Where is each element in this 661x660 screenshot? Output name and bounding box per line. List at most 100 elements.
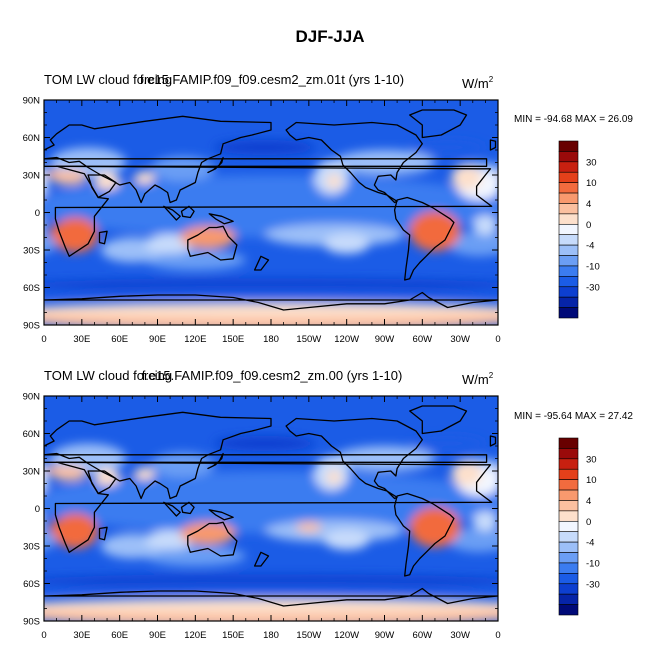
x-tick-label: 90W [375,334,395,345]
x-tick-label: 30E [73,334,90,345]
x-tick-label: 90E [149,334,166,345]
coastline [489,435,497,447]
x-axis: 0 30E 60E 90E 120E 150E 180 150W 120W 90W 60W 30W 0 [41,396,501,641]
y-tick-label: 30S [23,246,40,257]
min-max-stats: MIN = -95.64 MAX = 27.42 [514,411,633,422]
coastline [208,509,234,521]
coastline [409,405,468,435]
field-region [51,466,87,481]
field-region [514,224,544,247]
field-region [599,530,649,550]
x-tick-label: 30W [450,334,470,345]
field-region [472,511,498,531]
x-tick-label: 60W [413,334,433,345]
field-region [44,472,48,490]
coastline [187,225,238,261]
colorbar-swatch [558,479,579,491]
units-superscript: 2 [489,75,494,84]
x-tick-label: 30W [450,630,470,641]
x-tick-label: 0 [495,334,500,345]
field-region [0,211,6,251]
units-text: W/m [462,372,489,387]
field-region [472,578,498,584]
field-region [144,250,246,270]
x-tick-label: 60W [413,630,433,641]
colorbar-label: -4 [586,538,594,549]
field-region [144,546,246,566]
coastline [44,291,498,311]
coastline [44,454,488,463]
coastline [253,551,270,567]
y-tick-label: 90S [23,321,40,332]
field-region [447,231,498,257]
y-tick-label: 30N [23,171,41,182]
coastline [285,121,423,204]
field-region [472,306,498,314]
coastline [207,156,224,174]
field-region [472,609,498,621]
colorbar-label: -10 [586,261,600,272]
y-tick-label: 90S [23,617,40,628]
field-region [653,530,661,543]
field-region [576,178,621,198]
coastline [87,174,117,199]
field-region [653,234,661,247]
colorbar-label: 30 [586,157,597,168]
y-tick-label: 90N [23,96,41,107]
field-region [472,291,498,296]
colorbar-swatch [558,140,579,152]
field-region [0,507,6,547]
coastline [180,205,195,219]
colorbar-swatch [558,276,579,288]
field-region [634,522,661,545]
coastline [163,205,181,221]
field-region [134,467,155,480]
field-region [634,226,661,249]
field-region [576,474,621,494]
field-region [507,514,552,549]
x-axis: 0 30E 60E 90E 120E 150E 180 150W 120W 90W 60W 30W 0 [41,100,501,345]
colorbar-label: 30 [586,454,597,465]
coastlines [44,405,498,607]
x-tick-label: 120W [334,334,359,345]
colorbar-swatch [558,255,579,267]
field-region [264,223,404,247]
field-region [49,521,65,534]
field-region [593,481,656,501]
colorbar-label: -10 [586,558,600,569]
colorbar-label: 0 [586,517,591,528]
field-region [44,175,498,238]
x-tick-label: 90W [375,630,395,641]
y-tick-label: 60N [23,429,41,440]
colorbar-swatch [558,192,579,204]
field-region [180,522,236,545]
field-region [19,511,44,531]
panel-title-left: TOM LW cloud forcing [44,72,172,87]
x-tick-label: 30E [73,630,90,641]
field-region [19,215,44,235]
field-region [451,461,482,486]
x-tick-label: 150W [296,630,321,641]
colorbar-label: 4 [586,496,591,507]
colorbar-label: -4 [586,241,594,252]
coastline [187,521,238,557]
coastline [253,255,270,271]
field-region [649,185,661,210]
field-region [151,156,215,182]
coastline [393,492,455,577]
colorbar-swatch [558,437,579,449]
colorbar-swatch [558,296,579,308]
colorbar-swatch [558,161,579,173]
field-region [649,481,661,506]
x-tick-label: 0 [41,334,46,345]
colorbar-label: -30 [586,282,600,293]
coastline [98,526,108,541]
x-tick-label: 120E [184,334,206,345]
colorbar-swatch [558,151,579,163]
coastline [98,230,108,245]
colorbar-swatch [558,531,579,543]
field-region [326,469,342,485]
field-region [599,250,661,270]
units-text: W/m [462,76,489,91]
colorbar-swatch [558,171,579,183]
